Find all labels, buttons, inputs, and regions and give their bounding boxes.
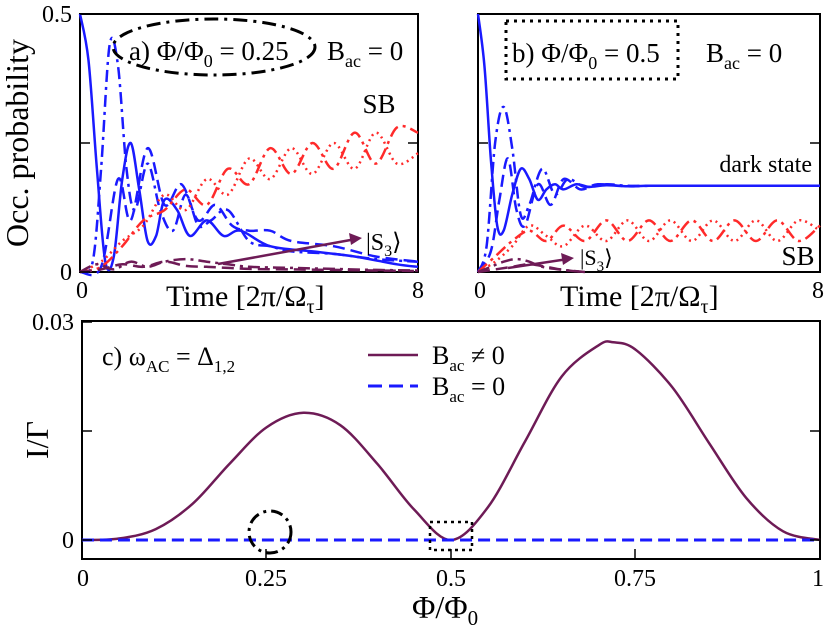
panel-b-series-2-blue-dashed xyxy=(476,157,692,273)
panel-c-series-0-purple-solid xyxy=(81,340,821,542)
panel-c-title: c) ωAC = Δ1,2 xyxy=(102,342,235,376)
panel-b-sb-label: SB xyxy=(781,241,814,271)
panel-a-series-2-blue-dashed xyxy=(79,146,419,277)
panel-a-series-6-purple-dashed xyxy=(79,260,419,274)
panel-c: 0.03 0 0 0.25 0.5 0.75 1 c) ωAC = Δ1,2 B… xyxy=(32,310,824,592)
panel-b-xlabel: Time [2π/Ωτ] xyxy=(560,280,719,318)
panel-b-s3-arrowhead xyxy=(561,253,574,265)
panel-b-xtick-label-8: 8 xyxy=(812,278,824,304)
panel-c-marker-circle xyxy=(247,509,293,555)
panel-b-xtick-label-0: 0 xyxy=(474,278,486,304)
panel-c-xtick-label-0-5: 0.5 xyxy=(436,566,466,592)
panel-a-xtick-label-8: 8 xyxy=(412,278,424,304)
legend-label-bac-nonzero: Bac ≠ 0 xyxy=(432,341,505,375)
panel-b-s3-label: |S3⟩ xyxy=(580,245,613,275)
panel-a-series-3-red-dashdot xyxy=(79,124,419,274)
panel-a-bac-label: Bac = 0 xyxy=(327,36,403,71)
panel-a-s3-label: |S3⟩ xyxy=(366,230,402,260)
panel-a-phi-marker-ellipse xyxy=(111,17,317,77)
panel-c-ytick-label-0: 0 xyxy=(62,528,74,554)
panel-b-s3-arrow xyxy=(507,257,569,270)
current-ylabel: I/Γ xyxy=(19,421,55,459)
panel-a-ytick-label-0: 0 xyxy=(60,260,72,286)
panel-c-series xyxy=(81,340,821,542)
panel-b-dark-state-label: dark state xyxy=(719,152,812,178)
panel-c-ytick-label-top: 0.03 xyxy=(32,310,74,336)
panel-a-title: a) Φ/Φ0 = 0.25 xyxy=(129,36,289,71)
panel-b-bac-label: Bac = 0 xyxy=(706,38,782,73)
occ-probability-ylabel: Occ. probability xyxy=(0,39,35,247)
panel-a-ticks xyxy=(80,13,418,273)
legend-label-bac-zero: Bac = 0 xyxy=(432,372,505,406)
panel-b-series xyxy=(476,13,821,274)
panel-a: 0.5 0 0 8 a) Φ/Φ0 = 0.25 Bac = 0 SB |S3⟩ xyxy=(42,2,424,304)
panel-a-sb-label: SB xyxy=(362,89,395,119)
panel-a-s3-arrow xyxy=(217,237,357,266)
panel-a-s3-arrowhead xyxy=(349,233,362,245)
panel-a-xlabel: Time [2π/Ωτ] xyxy=(166,280,325,318)
panel-a-ytick-label-top: 0.5 xyxy=(42,2,72,28)
panel-b-phi-marker-box xyxy=(504,19,680,81)
panel-c-xtick-label-0-75: 0.75 xyxy=(614,566,656,592)
panel-c-legend: Bac ≠ 0 Bac = 0 xyxy=(368,341,505,406)
panel-b-title: b) Φ/Φ0 = 0.5 xyxy=(512,38,660,73)
panel-a-xtick-label-0: 0 xyxy=(76,278,88,304)
panel-c-xtick-label-0-25: 0.25 xyxy=(245,566,287,592)
panel-a-series-1-blue-dashdot xyxy=(79,36,419,274)
panel-c-xtick-label-1: 1 xyxy=(812,566,824,592)
panel-b: 0 8 b) Φ/Φ0 = 0.5 Bac = 0 dark state SB … xyxy=(474,13,824,304)
panel-c-xlabel: Φ/Φ0 xyxy=(412,589,478,626)
panel-c-marker-box xyxy=(428,520,474,552)
panel-b-series-1-blue-dashdot xyxy=(476,105,692,273)
panel-b-series-3-red-dashdot xyxy=(477,219,821,273)
panel-c-xtick-label-0: 0 xyxy=(77,566,89,592)
panel-a-series-4-red-dotted xyxy=(79,131,419,274)
